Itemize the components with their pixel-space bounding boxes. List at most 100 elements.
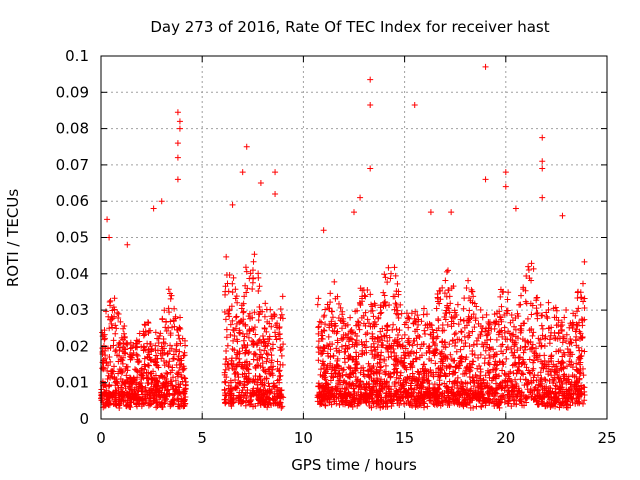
- data-point: [266, 333, 273, 340]
- data-point: [226, 272, 233, 279]
- data-point: [169, 367, 176, 374]
- data-point: [120, 398, 127, 405]
- data-point: [130, 374, 137, 381]
- data-point: [232, 314, 239, 321]
- data-point: [277, 305, 284, 312]
- data-point: [111, 363, 118, 370]
- data-point: [477, 306, 484, 313]
- data-point: [235, 374, 242, 381]
- data-point: [433, 335, 440, 342]
- data-point: [321, 327, 328, 334]
- data-point: [141, 361, 148, 368]
- data-point: [568, 379, 575, 386]
- data-point: [250, 385, 257, 392]
- data-point: [264, 351, 271, 358]
- data-point: [243, 375, 250, 382]
- data-point: [367, 102, 374, 109]
- data-point: [460, 305, 467, 312]
- data-point: [171, 305, 178, 312]
- data-point: [501, 324, 508, 331]
- data-point: [249, 337, 256, 344]
- data-point: [555, 322, 562, 329]
- data-point: [551, 314, 558, 321]
- data-point: [154, 362, 161, 369]
- data-point: [163, 383, 170, 390]
- data-point: [159, 316, 166, 323]
- data-point: [390, 321, 397, 328]
- data-point: [279, 315, 286, 322]
- data-point: [148, 400, 155, 407]
- data-point: [268, 352, 275, 359]
- data-point: [320, 227, 327, 234]
- data-point: [120, 348, 127, 355]
- data-point: [180, 402, 187, 409]
- data-point: [563, 331, 570, 338]
- data-point: [251, 324, 258, 331]
- data-point: [381, 292, 388, 299]
- data-point: [156, 332, 163, 339]
- data-point: [261, 375, 268, 382]
- data-point: [124, 241, 131, 248]
- data-point: [243, 268, 250, 275]
- data-point: [178, 371, 185, 378]
- data-point: [240, 300, 247, 307]
- data-point: [513, 370, 520, 377]
- data-point: [230, 274, 237, 281]
- data-point: [525, 267, 532, 274]
- data-point: [477, 351, 484, 358]
- data-point: [574, 295, 581, 302]
- data-point: [133, 394, 140, 401]
- data-point: [222, 366, 229, 373]
- data-point: [134, 358, 141, 365]
- data-point: [174, 109, 181, 116]
- data-point: [537, 301, 544, 308]
- data-point: [221, 371, 228, 378]
- data-point: [278, 311, 285, 318]
- data-point: [244, 285, 251, 292]
- data-point: [118, 382, 125, 389]
- data-point: [142, 322, 149, 329]
- data-point: [138, 343, 145, 350]
- data-point: [166, 347, 173, 354]
- data-point: [243, 358, 250, 365]
- data-point: [473, 303, 480, 310]
- data-point: [174, 176, 181, 183]
- data-point: [481, 355, 488, 362]
- data-point: [121, 322, 128, 329]
- data-point: [485, 359, 492, 366]
- data-point: [167, 342, 174, 349]
- data-point: [581, 397, 588, 404]
- data-point: [377, 328, 384, 335]
- data-point: [528, 260, 535, 267]
- data-point: [182, 393, 189, 400]
- data-point: [136, 396, 143, 403]
- data-point: [274, 377, 281, 384]
- data-point: [259, 333, 266, 340]
- data-point: [232, 295, 239, 302]
- data-point: [316, 318, 323, 325]
- data-point: [176, 403, 183, 410]
- data-point: [107, 297, 114, 304]
- data-point: [254, 385, 261, 392]
- data-point: [259, 400, 266, 407]
- data-point: [114, 309, 121, 316]
- data-point: [237, 397, 244, 404]
- data-point: [162, 398, 169, 405]
- data-point: [221, 308, 228, 315]
- data-point: [104, 345, 111, 352]
- data-point: [447, 351, 454, 358]
- data-point: [339, 311, 346, 318]
- data-point: [559, 339, 566, 346]
- data-point: [155, 339, 162, 346]
- data-point: [232, 286, 239, 293]
- data-point: [279, 361, 286, 368]
- data-point: [134, 352, 141, 359]
- data-point: [247, 393, 254, 400]
- data-point: [357, 194, 364, 201]
- data-point: [146, 387, 153, 394]
- data-point: [165, 324, 172, 331]
- data-point: [581, 295, 588, 302]
- data-point: [141, 366, 148, 373]
- data-point: [114, 352, 121, 359]
- data-point: [169, 355, 176, 362]
